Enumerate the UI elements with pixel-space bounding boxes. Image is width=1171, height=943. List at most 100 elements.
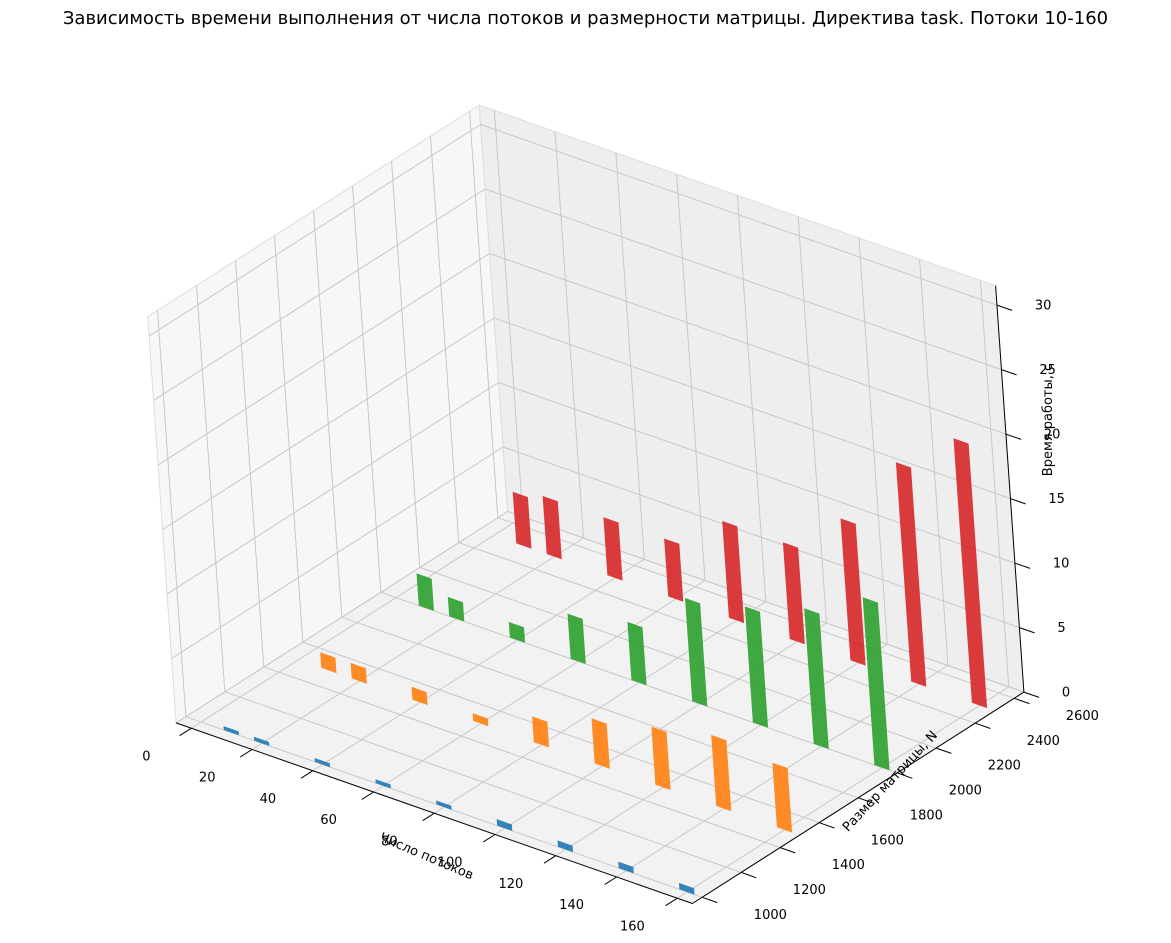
grid-line-y-left [196, 285, 226, 692]
z-tick-mark [1001, 369, 1017, 376]
y-axis-line [692, 691, 1025, 904]
bar-n1000-t10 [223, 726, 239, 736]
y-tick-label: 2000 [949, 784, 982, 799]
bar-n2000-t60 [567, 613, 586, 664]
y-tick-mark [819, 822, 835, 829]
bar-n2500-t100 [782, 542, 805, 645]
grid-line-y-left [469, 111, 499, 518]
bar-n1500-t160 [772, 762, 793, 833]
tick-labels: 0204060801001201401601000120014001600180… [142, 299, 1099, 935]
grid-line-x-back [797, 216, 827, 624]
bar-n2500-t140 [895, 462, 927, 687]
grid-line-y-floor [224, 691, 742, 873]
bar-n2000-t20 [447, 596, 465, 622]
bar-n1500-t40 [411, 686, 428, 705]
y-tick-mark [741, 871, 757, 879]
grid-line-y-left [235, 260, 265, 667]
bar-n2000-t120 [744, 606, 769, 728]
x-tick-mark [240, 749, 253, 758]
bar-n2500-t80 [722, 521, 745, 624]
y-tick-mark [1014, 697, 1030, 705]
grid-line-z-left [166, 382, 499, 595]
bars [223, 438, 988, 895]
x-tick-mark [361, 791, 374, 800]
x-tick-mark [543, 855, 557, 864]
bar-n2000-t140 [804, 608, 829, 749]
y-tick-mark [780, 847, 796, 854]
y-tick-label: 1200 [793, 883, 826, 898]
grid-line-z-left [175, 511, 508, 724]
grid-line-y-floor [419, 566, 937, 749]
x-tick-mark [179, 727, 192, 737]
x-tick-label: 60 [320, 813, 337, 828]
x-tick-mark [483, 834, 496, 843]
x-tick-label: 140 [559, 898, 584, 913]
x-tick-mark [604, 876, 617, 885]
z-tick-mark [1014, 562, 1031, 569]
z-tick-label: 0 [1062, 686, 1070, 701]
grid-line-y-floor [458, 542, 976, 724]
y-tick-mark [975, 722, 991, 729]
bar-n1500-t10 [320, 652, 337, 674]
grid-line-z-back [484, 188, 1002, 371]
z-tick-label: 10 [1053, 557, 1070, 572]
grid-line-x-back [493, 110, 524, 517]
z-tick-label: 20 [1044, 428, 1061, 443]
bar-n1500-t60 [472, 713, 489, 727]
x-tick-label: 120 [498, 877, 523, 892]
bar-n1000-t140 [618, 861, 634, 874]
y-tick-label: 1600 [871, 833, 904, 848]
bar-n2000-t100 [685, 598, 708, 707]
grid-line-x-back [554, 131, 584, 539]
grid-line-y-left [157, 310, 187, 717]
bar-n1500-t100 [591, 718, 610, 769]
z-tick-label: 5 [1057, 621, 1065, 636]
y-tick-mark [858, 797, 874, 804]
grid-line-y-left [274, 235, 304, 643]
grid-line-z-left [148, 124, 481, 337]
grid-line-z-left [162, 317, 495, 530]
z-tick-mark [1019, 627, 1035, 634]
grid-line-z-back [502, 446, 1020, 629]
grid-line-z-left [153, 188, 486, 401]
y-tick-label: 2200 [988, 759, 1021, 774]
y-tick-label: 1800 [910, 808, 943, 823]
z-tick-mark [1010, 498, 1026, 505]
bar-n2500-t120 [840, 518, 866, 666]
bar-n1000-t120 [557, 840, 574, 853]
x-tick-label: 40 [260, 792, 277, 807]
grid-line-y-floor [302, 641, 820, 824]
z-axis-line [995, 285, 1025, 693]
bar-n1000-t80 [436, 800, 452, 810]
grid-line-x-back [979, 280, 1010, 687]
grid-line-y-floor [497, 517, 1015, 699]
x-tick-label: 100 [438, 856, 463, 871]
chart-title: Зависимость времени выполнения от числа … [62, 8, 1109, 29]
y-tick-label: 2600 [1066, 709, 1099, 724]
bar-n1500-t80 [532, 716, 550, 748]
bar-n2000-t160 [862, 597, 890, 771]
grid-line-x-back [858, 237, 888, 645]
grid-line-y-floor [263, 666, 781, 849]
grid-line-y-left [391, 161, 421, 568]
grid-line-z-left [171, 446, 504, 659]
bar-n2500-t40 [603, 517, 623, 581]
x-tick-mark [300, 770, 314, 779]
grid-line-z-back [489, 253, 1007, 435]
bar-n1500-t120 [651, 726, 671, 790]
x-tick-label: 80 [381, 834, 398, 849]
grid-line-x-back [919, 259, 949, 666]
bar-n2000-t40 [508, 622, 526, 643]
z-tick-label: 25 [1039, 363, 1056, 378]
bar-n2000-t80 [627, 621, 647, 686]
bar-n2500-t10 [512, 491, 532, 549]
x-tick-label: 20 [199, 771, 216, 786]
y-tick-label: 2400 [1027, 734, 1060, 749]
grid-line-x-back [736, 195, 767, 602]
y-tick-label: 1000 [754, 908, 787, 923]
y-tick-mark [897, 772, 913, 779]
z-tick-mark [996, 304, 1013, 311]
x-tick-label: 0 [142, 749, 150, 764]
grid-line-x-back [676, 174, 706, 581]
